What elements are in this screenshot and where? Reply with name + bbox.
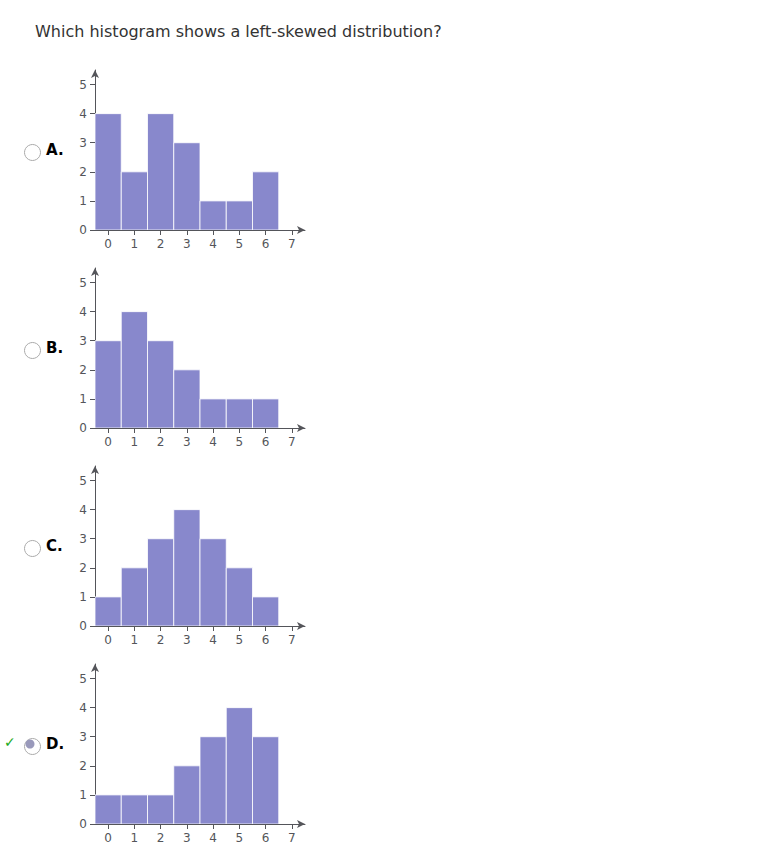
svg-text:1: 1 bbox=[131, 831, 139, 845]
svg-text:D.: D. bbox=[46, 735, 64, 753]
svg-text:5: 5 bbox=[236, 633, 244, 647]
svg-text:2: 2 bbox=[157, 831, 165, 845]
svg-text:4: 4 bbox=[79, 503, 87, 517]
svg-text:3: 3 bbox=[79, 730, 87, 744]
svg-text:7: 7 bbox=[288, 237, 296, 251]
svg-text:1: 1 bbox=[79, 392, 87, 406]
svg-text:0: 0 bbox=[79, 421, 87, 435]
svg-text:7: 7 bbox=[288, 831, 296, 845]
svg-text:2: 2 bbox=[79, 363, 87, 377]
svg-text:1: 1 bbox=[79, 194, 87, 208]
svg-text:7: 7 bbox=[288, 435, 296, 449]
svg-text:1: 1 bbox=[79, 788, 87, 802]
svg-text:4: 4 bbox=[79, 701, 87, 715]
svg-text:6: 6 bbox=[262, 237, 270, 251]
svg-text:2: 2 bbox=[157, 633, 165, 647]
svg-text:0: 0 bbox=[79, 817, 87, 831]
svg-text:0: 0 bbox=[104, 435, 112, 449]
svg-text:0: 0 bbox=[104, 633, 112, 647]
svg-text:5: 5 bbox=[79, 276, 87, 290]
svg-text:3: 3 bbox=[79, 136, 87, 150]
svg-text:0: 0 bbox=[79, 223, 87, 237]
svg-text:3: 3 bbox=[183, 633, 191, 647]
svg-text:4: 4 bbox=[209, 237, 217, 251]
svg-text:1: 1 bbox=[131, 435, 139, 449]
svg-text:C.: C. bbox=[46, 537, 63, 555]
svg-text:0: 0 bbox=[104, 831, 112, 845]
svg-text:5: 5 bbox=[236, 435, 244, 449]
svg-text:Which histogram shows a left-s: Which histogram shows a left-skewed dist… bbox=[35, 22, 442, 41]
svg-text:4: 4 bbox=[209, 435, 217, 449]
svg-text:2: 2 bbox=[157, 237, 165, 251]
svg-text:1: 1 bbox=[131, 633, 139, 647]
svg-text:B.: B. bbox=[46, 339, 63, 357]
svg-text:3: 3 bbox=[79, 334, 87, 348]
svg-text:5: 5 bbox=[79, 672, 87, 686]
svg-text:6: 6 bbox=[262, 633, 270, 647]
svg-text:6: 6 bbox=[262, 435, 270, 449]
svg-text:A.: A. bbox=[46, 141, 64, 159]
svg-text:6: 6 bbox=[262, 831, 270, 845]
svg-text:✓: ✓ bbox=[4, 734, 16, 750]
svg-text:3: 3 bbox=[183, 435, 191, 449]
svg-text:3: 3 bbox=[183, 831, 191, 845]
svg-text:2: 2 bbox=[79, 561, 87, 575]
svg-text:5: 5 bbox=[236, 831, 244, 845]
svg-text:4: 4 bbox=[209, 633, 217, 647]
svg-text:3: 3 bbox=[183, 237, 191, 251]
svg-text:4: 4 bbox=[209, 831, 217, 845]
svg-text:5: 5 bbox=[236, 237, 244, 251]
svg-text:4: 4 bbox=[79, 305, 87, 319]
svg-text:0: 0 bbox=[104, 237, 112, 251]
svg-text:1: 1 bbox=[79, 590, 87, 604]
svg-text:3: 3 bbox=[79, 532, 87, 546]
svg-text:2: 2 bbox=[157, 435, 165, 449]
svg-text:2: 2 bbox=[79, 165, 87, 179]
svg-text:5: 5 bbox=[79, 78, 87, 92]
svg-text:0: 0 bbox=[79, 619, 87, 633]
svg-text:4: 4 bbox=[79, 107, 87, 121]
svg-text:2: 2 bbox=[79, 759, 87, 773]
svg-text:1: 1 bbox=[131, 237, 139, 251]
svg-text:7: 7 bbox=[288, 633, 296, 647]
svg-text:5: 5 bbox=[79, 474, 87, 488]
